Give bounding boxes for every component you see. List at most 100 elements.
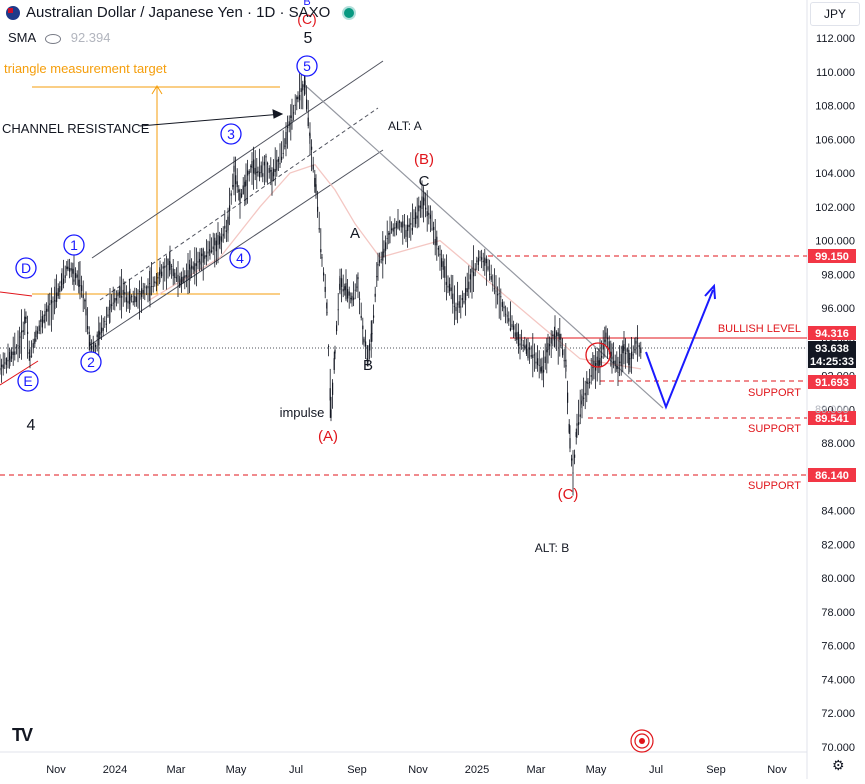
candle-body <box>436 236 438 246</box>
candle-body <box>141 288 143 298</box>
candle-body <box>233 165 235 172</box>
candle-body <box>501 302 503 307</box>
candle-body <box>426 211 428 217</box>
candle-body <box>72 268 74 274</box>
currency-button[interactable]: JPY <box>810 2 860 26</box>
candle-body <box>559 333 561 340</box>
y-tick-label: 98.000 <box>821 269 855 281</box>
candle-body <box>465 288 467 301</box>
annotation-text: C <box>419 173 430 190</box>
candle-body <box>571 458 573 461</box>
candle-body <box>625 352 627 355</box>
candle-body <box>260 165 262 174</box>
candle-body <box>400 222 402 228</box>
candle-body <box>569 438 571 449</box>
candle-body <box>598 360 600 368</box>
wave-label: E <box>23 373 32 389</box>
candle-body <box>351 295 353 301</box>
candle-body <box>129 296 131 301</box>
candle-body <box>334 349 336 354</box>
candle-body <box>544 356 546 363</box>
candle-body <box>177 274 179 282</box>
candle-body <box>250 166 252 167</box>
candle-body <box>563 360 565 362</box>
candle-body <box>181 277 183 284</box>
annotation-text: impulse <box>280 405 325 420</box>
candle-body <box>530 355 532 357</box>
candle-body <box>302 84 304 91</box>
annotation-text: B <box>303 0 310 8</box>
candle-body <box>605 332 607 338</box>
wave-label: 3 <box>227 126 235 142</box>
candle-body <box>290 115 292 118</box>
wave-label: 1 <box>70 237 78 253</box>
y-tick-label: 106.000 <box>815 134 855 146</box>
candle-body <box>487 266 489 270</box>
annotation-text: A <box>350 225 360 242</box>
candle-body <box>273 168 275 177</box>
candle-body <box>98 330 100 346</box>
eye-icon[interactable] <box>45 33 62 44</box>
candle-body <box>149 286 151 296</box>
candle-body <box>224 225 226 229</box>
candle-body <box>191 265 193 269</box>
candle-body <box>31 355 33 357</box>
candle-body <box>593 361 595 367</box>
candle-body <box>568 423 570 433</box>
price-tag-label: 99.150 <box>815 251 849 263</box>
candle-body <box>587 382 589 384</box>
candle-body <box>386 238 388 239</box>
candle-body <box>172 268 174 277</box>
candle-body <box>549 344 551 347</box>
tradingview-logo-icon[interactable]: TV <box>12 725 33 745</box>
x-tick-label: Jul <box>649 764 663 776</box>
candle-body <box>560 344 562 346</box>
candle-body <box>236 181 238 188</box>
candle-body <box>562 349 564 356</box>
candle-body <box>441 258 443 267</box>
candle-body <box>85 309 87 316</box>
y-tick-label: 96.000 <box>821 303 855 315</box>
candle-body <box>4 362 6 364</box>
annotation-text: BULLISH LEVEL <box>718 323 801 335</box>
candle-body <box>516 332 518 340</box>
sma-legend[interactable]: SMA 92.394 <box>8 30 110 45</box>
candle-body <box>369 343 371 351</box>
candle-body <box>179 278 181 286</box>
sma-label: SMA <box>8 30 36 45</box>
candle-body <box>70 268 72 271</box>
candle-body <box>34 338 36 344</box>
y-tick-label: 72.000 <box>821 708 855 720</box>
candle-body <box>205 255 207 258</box>
candle-body <box>111 304 113 306</box>
candle-body <box>431 228 433 230</box>
candle-body <box>102 327 104 331</box>
candle-body <box>537 358 539 366</box>
candle-body <box>399 221 401 223</box>
candle-body <box>161 271 163 277</box>
triangle-measurement <box>32 85 280 295</box>
candle-body <box>15 346 17 348</box>
target-icon[interactable] <box>630 729 654 753</box>
candle-body <box>35 330 37 338</box>
candle-body <box>147 286 149 289</box>
candle-body <box>540 367 542 372</box>
gear-icon[interactable]: ⚙ <box>832 757 845 773</box>
candle-body <box>227 216 229 231</box>
candle-body <box>131 296 133 298</box>
chart-header: Australian Dollar / Japanese Yen · 1D · … <box>6 4 355 21</box>
market-status-icon <box>344 7 355 18</box>
candle-body <box>12 351 14 355</box>
candle-body <box>164 266 166 268</box>
symbol-title[interactable]: Australian Dollar / Japanese Yen · 1D · … <box>26 4 331 21</box>
candle-body <box>296 97 298 100</box>
candle-body <box>546 349 548 353</box>
candle-body <box>377 264 379 266</box>
candle-body <box>350 297 352 300</box>
candle-body <box>221 236 223 242</box>
candle-body <box>468 281 470 290</box>
candle-body <box>461 298 463 301</box>
projection-path <box>645 283 716 410</box>
